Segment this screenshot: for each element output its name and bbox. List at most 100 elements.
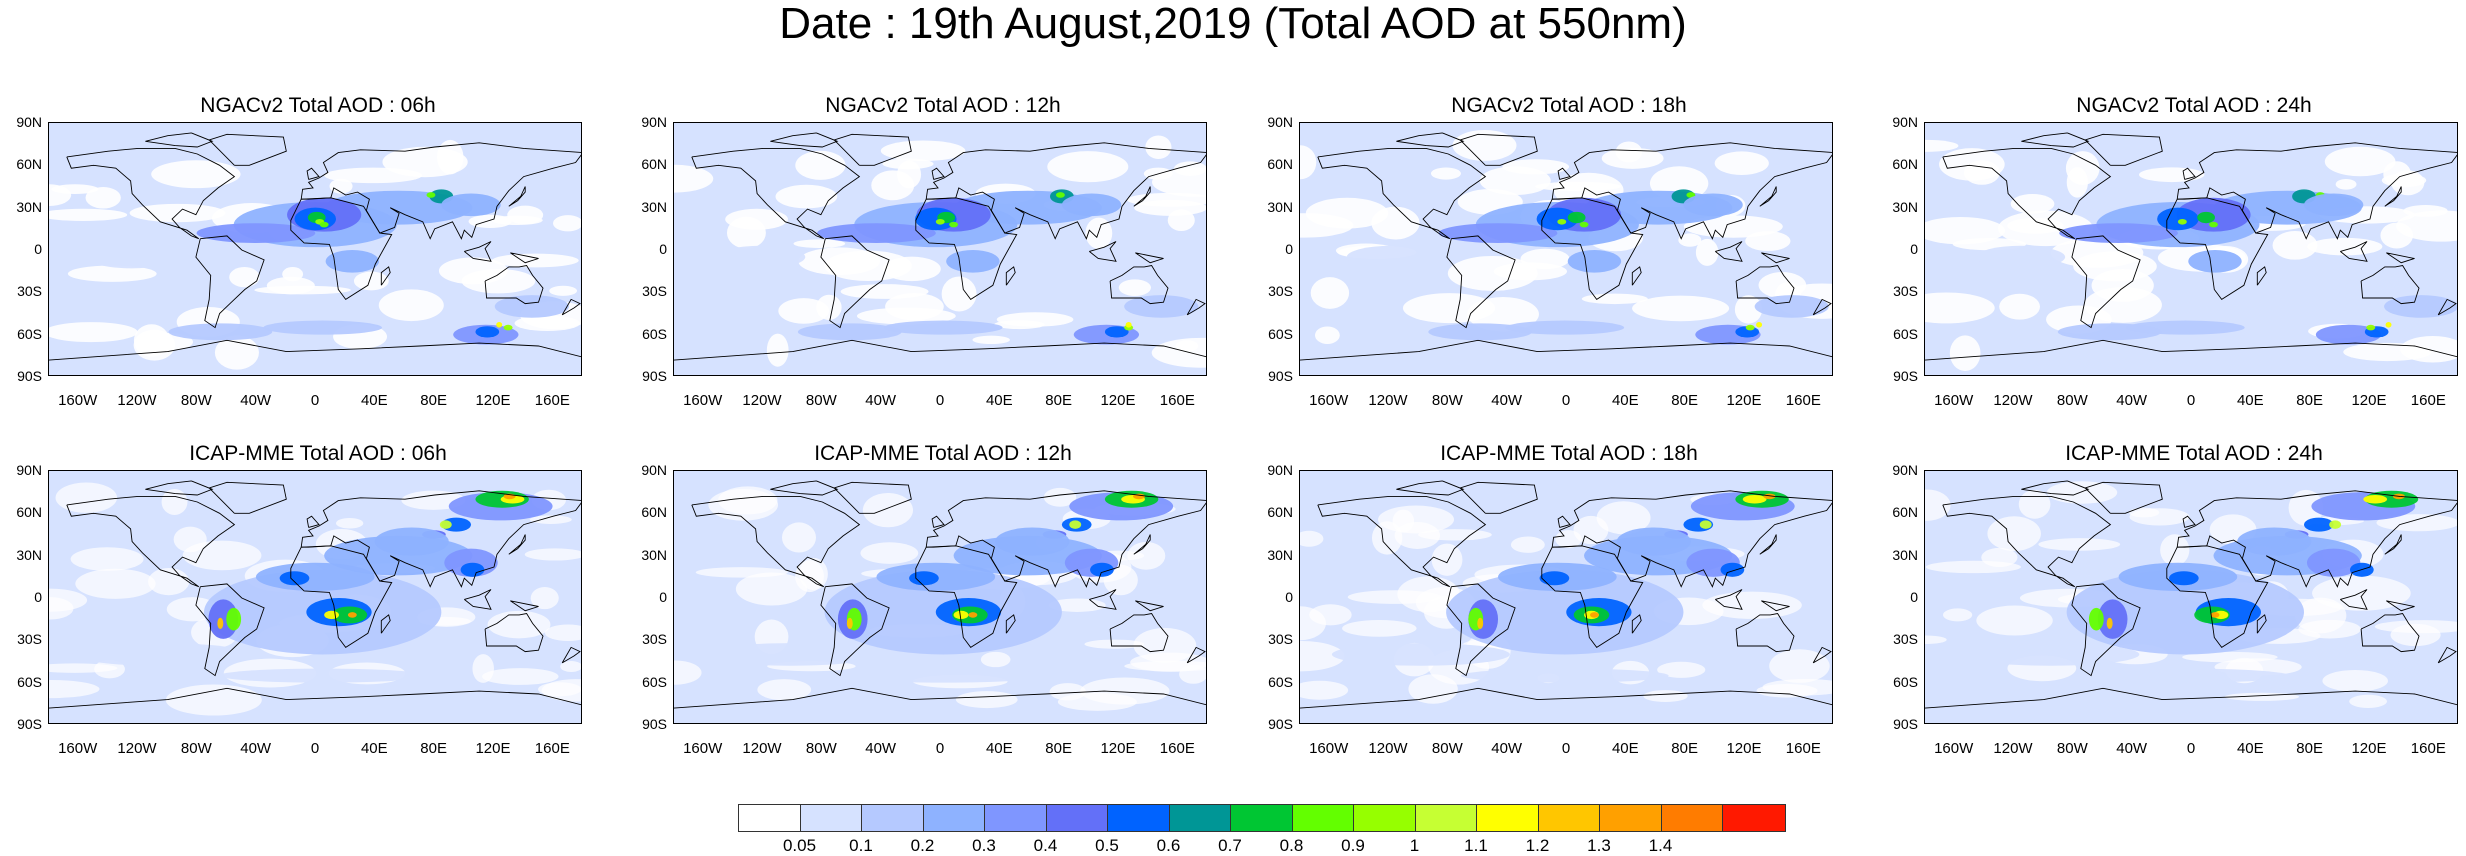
colorbar-swatch [739, 805, 801, 831]
colorbar-swatch [1415, 805, 1477, 831]
lat-tick-label: 60N [1267, 156, 1293, 173]
aerosol-plume [968, 612, 978, 618]
aerosol-plume [1742, 494, 1767, 504]
lon-tick-label: 40W [1491, 740, 1523, 757]
colorbar-swatch [800, 805, 862, 831]
lon-tick-label: 120E [1726, 392, 1762, 409]
low-aod-region [972, 335, 1010, 345]
low-aod-region [214, 335, 259, 370]
lon-tick-label: 120W [742, 740, 782, 757]
coastline [195, 583, 265, 677]
aerosol-plume [1061, 193, 1122, 217]
lon-tick-label: 80E [420, 740, 447, 757]
coastline [1135, 600, 1164, 612]
coastline [1551, 142, 1832, 240]
aerosol-plume [2315, 324, 2382, 345]
colorbar-label: 0.05 [782, 836, 817, 855]
low-aod-region [1942, 608, 1973, 622]
low-aod-region [860, 542, 919, 564]
coastline [510, 252, 539, 264]
lon-tick-label: 160W [683, 392, 723, 409]
coastline [2340, 589, 2368, 610]
lon-tick-label: 160W [1309, 740, 1349, 757]
panel-title: NGACv2 Total AOD : 24h [2076, 94, 2312, 117]
lat-tick-label: 90S [17, 716, 42, 732]
aerosol-plume [217, 617, 224, 630]
lon-tick-label: 160E [1785, 740, 1821, 757]
aerosol-plume [1539, 571, 1570, 586]
aerosol-plume [439, 520, 452, 529]
coastline [1735, 612, 1795, 653]
coastline [691, 147, 861, 240]
aerosol-plume [883, 320, 1003, 335]
low-aod-region [897, 160, 922, 189]
panel-title: ICAP-MME Total AOD : 24h [2065, 442, 2323, 465]
aerosol-plume [2366, 324, 2376, 331]
lat-tick-label: 30N [1267, 198, 1293, 215]
aerosol-plume [218, 668, 427, 683]
aerosol-plume [935, 218, 945, 225]
lon-tick-label: 40E [360, 392, 388, 409]
lat-tick-label: 0 [1910, 241, 1918, 257]
lon-tick-label: 160W [58, 392, 98, 409]
aod-field [674, 471, 1206, 723]
lat-tick-label: 60N [1892, 156, 1918, 173]
coastline [2386, 252, 2415, 264]
low-aod-region [2007, 217, 2064, 234]
colorbar-label: 0.9 [1341, 836, 1365, 855]
map-panel: NGACv2 Total AOD : 06h 90N 60N 30N 0 30S 60S 90… [16, 94, 582, 409]
colorbar-swatch [923, 805, 985, 831]
aerosol-plume [1536, 207, 1579, 231]
low-aod-region [161, 488, 188, 515]
aerosol-plume [716, 245, 806, 269]
lon-tick-label: 0 [310, 392, 320, 409]
low-aod-region [1392, 509, 1415, 533]
coastline [2182, 167, 2196, 180]
low-aod-region [530, 587, 559, 610]
low-aod-region [1949, 335, 1981, 372]
lon-tick-label: 80E [1045, 392, 1072, 409]
low-aod-region [1702, 591, 1802, 619]
aerosol-plume [503, 324, 513, 331]
lat-tick-label: 30S [1268, 631, 1293, 648]
aod-field [1925, 123, 2457, 375]
coastline [2071, 583, 2141, 677]
aerosol-plume [1579, 221, 1589, 228]
low-aod-region [2046, 481, 2118, 504]
low-aod-region [778, 298, 830, 324]
coastline [300, 490, 581, 588]
aerosol-plume [2210, 612, 2220, 618]
low-aod-region [70, 547, 144, 571]
aerosol-plume [1686, 192, 1696, 198]
colorbar-swatch [1354, 805, 1416, 831]
low-aod-region [955, 691, 1018, 709]
low-aod-region [1057, 692, 1137, 711]
lat-tick-label: 90N [1267, 462, 1293, 478]
colorbar-label: 0.4 [1033, 836, 1058, 855]
lat-tick-label: 30S [642, 283, 667, 300]
coastline [510, 600, 539, 612]
colorbar-label: 0.6 [1156, 836, 1181, 855]
lat-tick-label: 30S [1268, 283, 1293, 300]
coastline [1761, 600, 1790, 612]
lat-tick-label: 90N [1892, 114, 1918, 130]
lon-tick-label: 80E [1671, 392, 1698, 409]
lon-tick-label: 160E [534, 392, 570, 409]
low-aod-region [2288, 489, 2324, 526]
aerosol-plume [2097, 599, 2128, 639]
low-aod-region [1963, 160, 2000, 185]
low-aod-region [1431, 543, 1463, 576]
low-aod-region [151, 160, 241, 189]
lon-tick-label: 80W [805, 392, 837, 409]
colorbar-label: 0.8 [1279, 836, 1304, 855]
low-aod-region [793, 239, 846, 248]
aerosol-plume [1331, 643, 1510, 666]
lon-tick-label: 40W [240, 740, 272, 757]
coastline [1631, 266, 1642, 286]
coastline [1133, 534, 1151, 555]
coastline [66, 147, 236, 240]
aod-field [49, 471, 581, 723]
aerosol-plume [2384, 295, 2457, 318]
low-aod-region [1925, 489, 1951, 521]
colorbar-swatch [1600, 805, 1662, 831]
